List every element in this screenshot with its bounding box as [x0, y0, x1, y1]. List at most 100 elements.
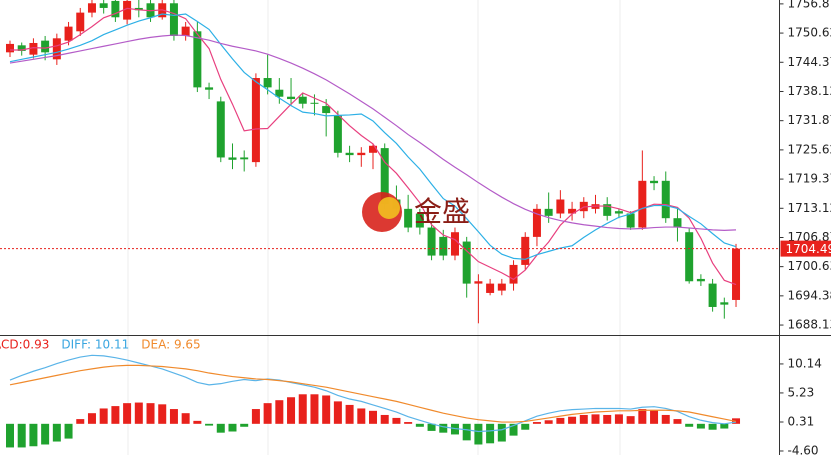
macd-bar: [263, 403, 272, 424]
macd-bar: [544, 420, 553, 424]
macd-bar: [626, 416, 635, 424]
macd-bar: [486, 423, 495, 444]
y-tick-label: 1738.12: [788, 84, 831, 98]
macd-bar: [205, 423, 214, 426]
macd-bar: [345, 404, 354, 424]
macd-bar: [579, 414, 588, 424]
y-tick-label: 1700.63: [788, 259, 831, 273]
candle-body: [650, 180, 659, 184]
macd-bar: [123, 403, 132, 424]
y-tick-label: 1694.38: [788, 288, 831, 302]
macd-bar: [76, 419, 85, 424]
macd-bar: [298, 394, 307, 424]
candle-body: [228, 157, 237, 160]
candle-body: [251, 78, 260, 163]
candle-body: [240, 157, 249, 160]
macd-bar: [6, 423, 14, 448]
moving-average-line: [10, 7, 737, 286]
macd-bar: [87, 413, 96, 424]
candle-body: [111, 0, 120, 18]
macd-bar: [111, 406, 120, 424]
macd-bar: [216, 423, 225, 433]
y-tick-label: 1750.62: [788, 26, 831, 40]
y-tick-label: 1713.12: [788, 201, 831, 215]
candle-body: [544, 208, 553, 216]
macd-bar: [462, 423, 471, 441]
candle-body: [87, 3, 96, 13]
candle-body: [134, 7, 143, 11]
candle-body: [193, 31, 202, 88]
candle-body: [439, 236, 448, 256]
candle-body: [732, 248, 741, 300]
macd-bar: [181, 413, 190, 424]
macd-bar: [532, 422, 541, 424]
macd-bar: [661, 414, 670, 424]
candle-body: [532, 208, 541, 237]
candle-body: [474, 281, 483, 284]
macd-bar: [52, 423, 61, 442]
candle-body: [357, 152, 366, 156]
moving-average-line: [9, 34, 737, 231]
candle-body: [205, 87, 214, 90]
candle-body: [275, 89, 284, 97]
y-tick-label: 1719.37: [788, 172, 831, 186]
macd-bar: [591, 414, 600, 424]
macd-line: [9, 354, 737, 433]
candle-body: [661, 180, 670, 219]
macd-bar: [99, 408, 108, 424]
macd-bar: [556, 417, 565, 424]
macd-bar: [521, 423, 530, 430]
candle-body: [685, 232, 694, 282]
macd-bar: [287, 397, 296, 424]
y-tick-label: 1688.13: [788, 318, 831, 332]
macd-bar: [322, 395, 331, 424]
candle-body: [6, 43, 14, 53]
candle-body: [287, 96, 296, 100]
macd-bar: [29, 423, 38, 447]
macd-bar: [509, 423, 518, 436]
macd-bar: [193, 420, 202, 424]
last-price-box: [780, 240, 831, 257]
candle-body: [345, 152, 354, 156]
candle-body: [462, 241, 471, 284]
macd-bar: [568, 416, 577, 424]
candle-body: [216, 101, 225, 158]
candle-body: [404, 208, 413, 228]
macd-bar: [17, 423, 26, 448]
y-tick-label: 1725.62: [788, 142, 831, 156]
macd-bar: [439, 423, 448, 433]
y-tick-label: 1744.37: [788, 55, 831, 69]
candle-body: [568, 208, 577, 214]
macd-legend: DIFF: 10.11: [61, 338, 129, 352]
macd-bar: [650, 410, 659, 424]
macd-legend: DEA: 9.65: [141, 338, 200, 352]
candle-body: [696, 278, 705, 282]
y-tick-label: -4.60: [788, 443, 819, 455]
macd-bar: [357, 408, 366, 424]
candle-body: [521, 236, 530, 265]
candle-body: [603, 204, 612, 216]
macd-bar: [158, 404, 167, 424]
watermark-text: 金盛: [414, 195, 470, 228]
y-tick-label: 5.23: [788, 385, 815, 399]
y-tick-label: 1706.87: [788, 230, 831, 244]
macd-bar: [474, 423, 483, 445]
macd-bar: [497, 423, 506, 442]
macd-legend: ACD:0.93: [0, 338, 49, 352]
y-tick-label: 0.31: [788, 414, 815, 428]
candle-body: [486, 283, 495, 293]
candle-body: [263, 78, 272, 88]
watermark: 金盛: [362, 192, 470, 232]
candle-body: [310, 102, 319, 104]
candle-body: [708, 283, 717, 307]
macd-bar: [134, 402, 143, 424]
macd-bar: [614, 414, 623, 424]
candle-body: [497, 283, 506, 291]
macd-bar: [415, 423, 424, 427]
macd-bar: [404, 422, 413, 424]
candle-body: [41, 40, 50, 53]
macd-bar: [310, 394, 319, 424]
macd-bar: [708, 423, 717, 430]
candle-body: [369, 145, 378, 153]
